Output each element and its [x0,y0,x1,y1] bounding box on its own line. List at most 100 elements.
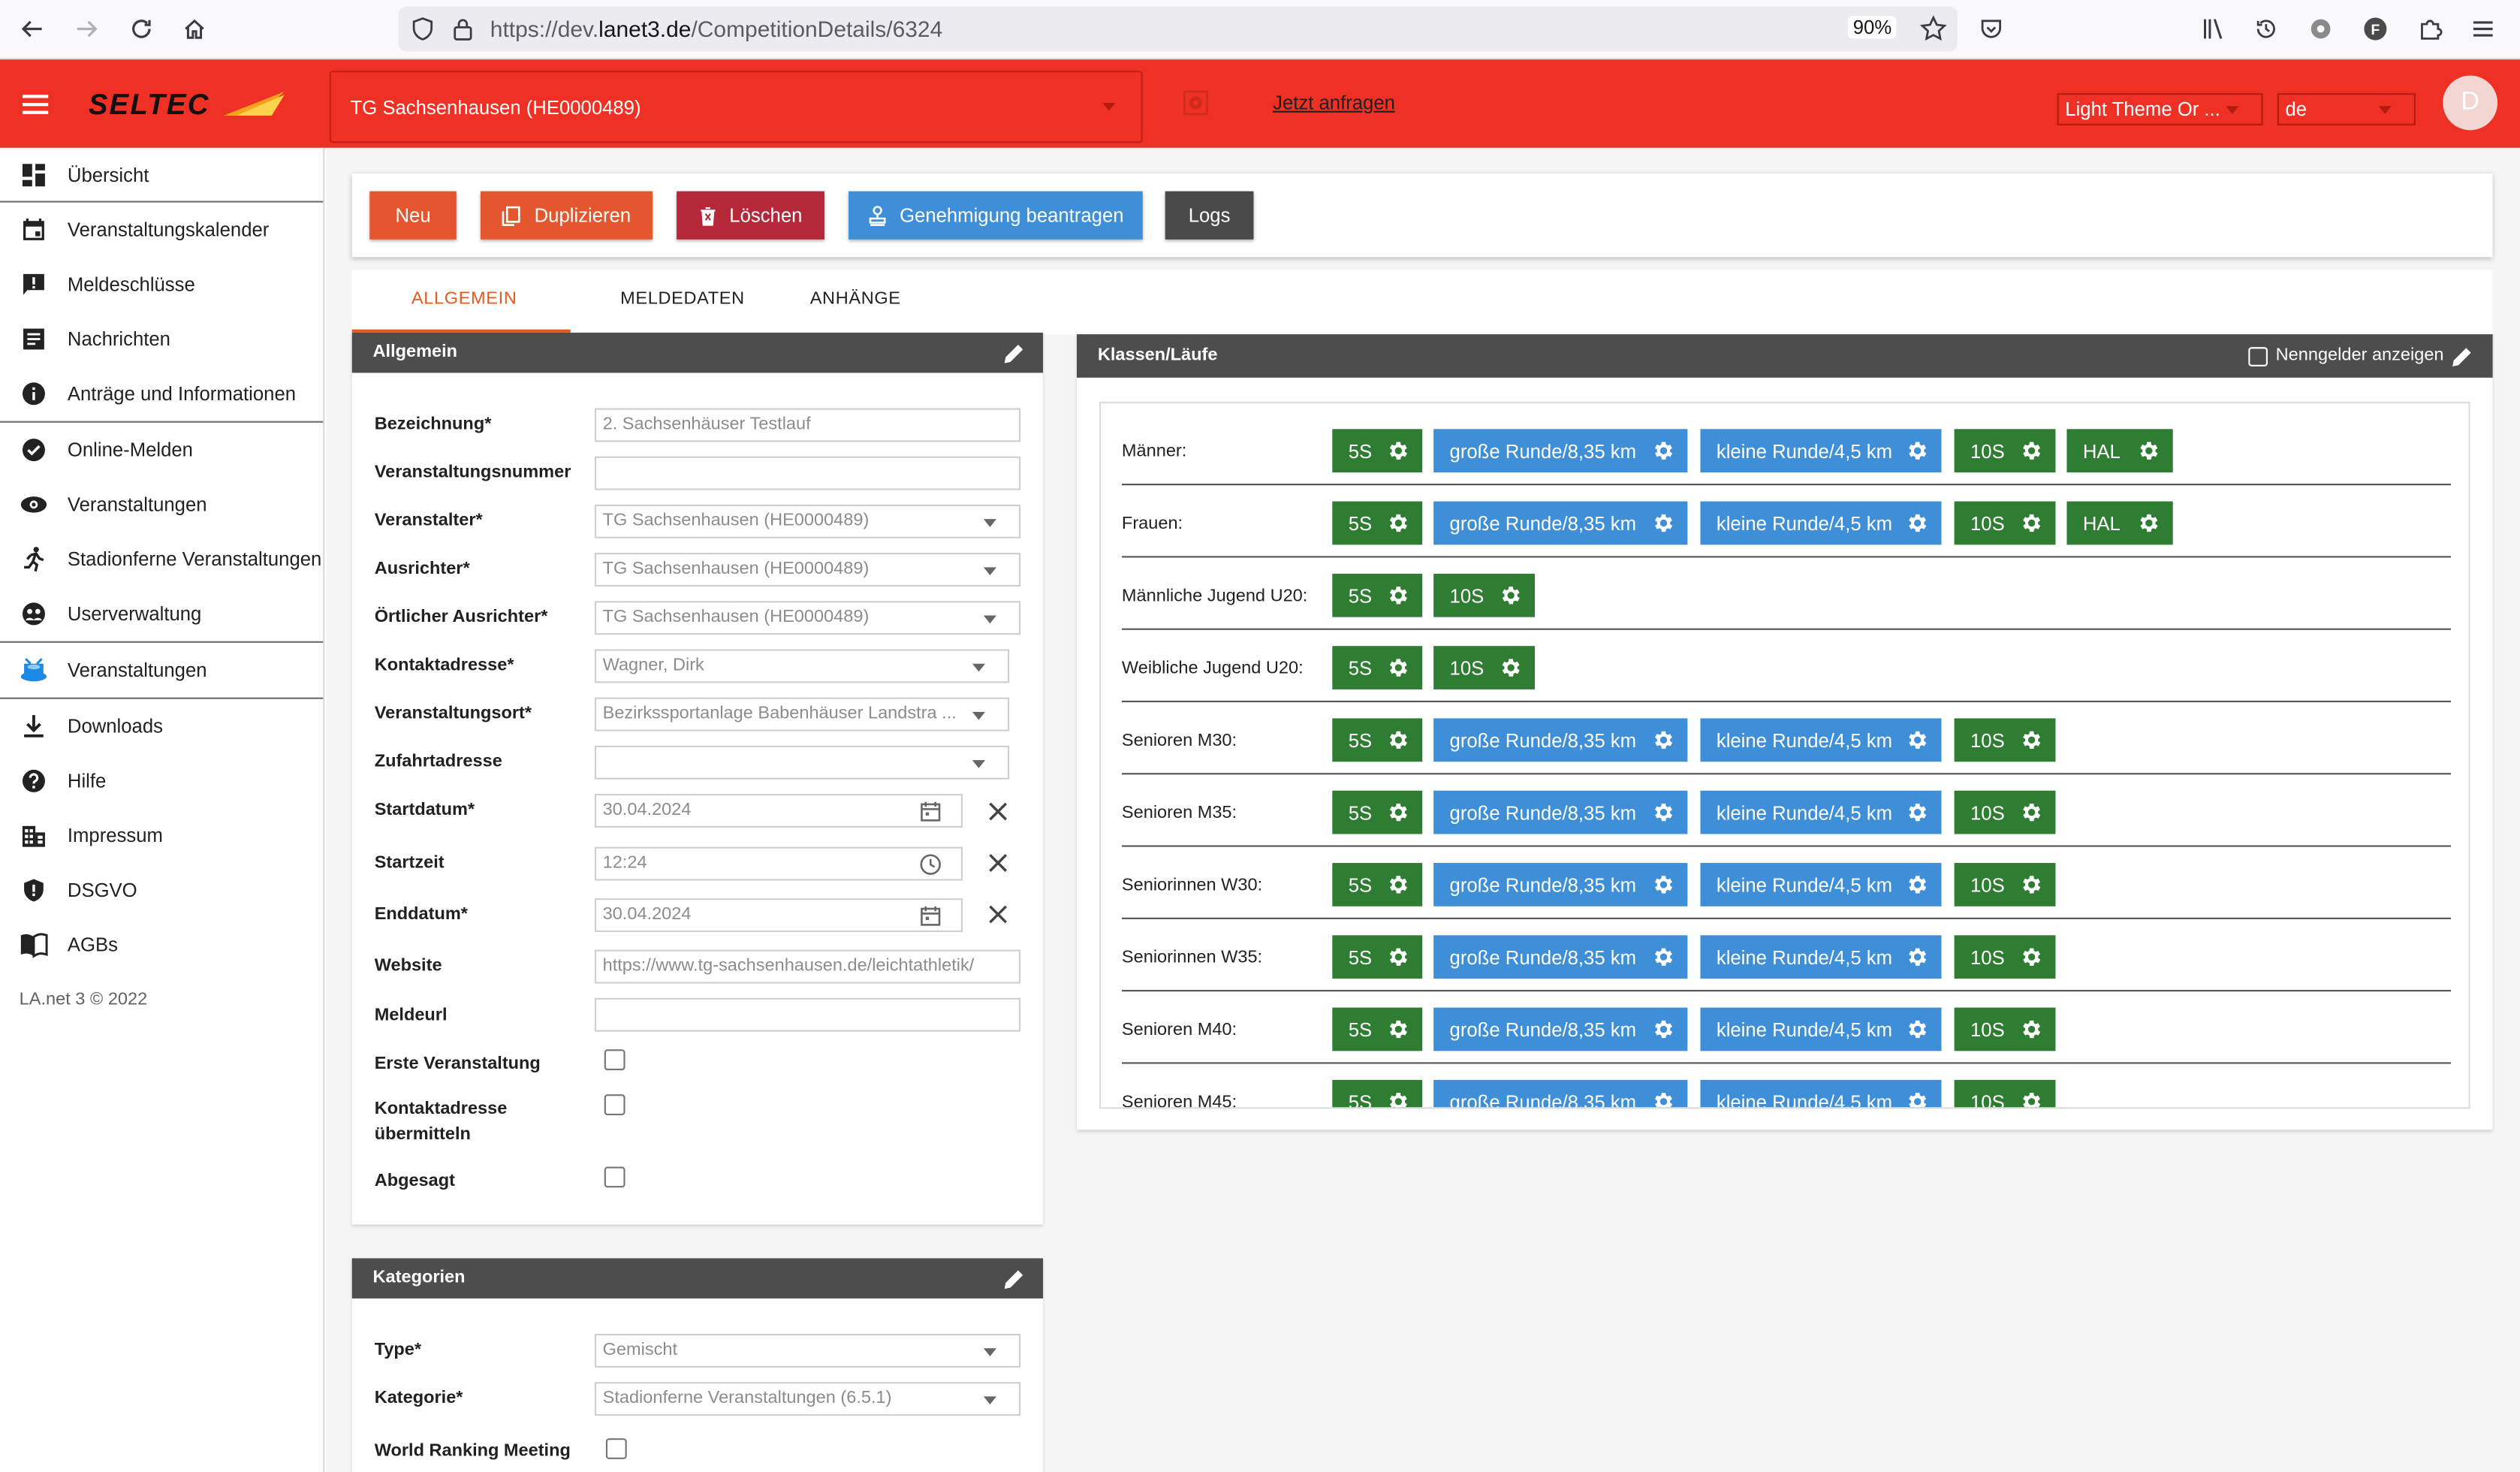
kategorie-select[interactable]: Stadionferne Veranstaltungen (6.5.1) [594,1382,1021,1416]
edit-pencil-icon[interactable] [2451,345,2473,368]
sidebar-item-4[interactable]: Nachrichten [0,312,323,366]
gear-icon[interactable] [1385,728,1409,752]
gear-icon[interactable] [2018,801,2042,825]
gear-icon[interactable] [2018,1090,2042,1108]
race-chip[interactable]: kleine Runde/4,5 km [1700,429,1942,473]
race-chip[interactable]: große Runde/8,35 km [1433,1079,1688,1108]
calendar-icon[interactable] [919,905,942,928]
show-fees-checkbox[interactable] [2248,347,2268,366]
gear-icon[interactable] [2018,873,2042,897]
gear-icon[interactable] [2018,511,2042,535]
sidebar-item-3[interactable]: Meldeschlüsse [0,257,323,312]
clear-startzeit-icon[interactable] [987,852,1009,874]
language-select[interactable]: de [2277,93,2416,125]
world-ranking-checkbox[interactable] [605,1438,627,1459]
theme-select[interactable]: Light Theme Or ... [2057,93,2263,125]
race-chip[interactable]: kleine Runde/4,5 km [1700,1079,1942,1108]
race-chip[interactable]: 5S [1332,718,1423,762]
sidebar-item-8[interactable]: Stadionferne Veranstaltungen [0,532,323,587]
gear-icon[interactable] [2018,728,2042,752]
sidebar-item-13[interactable]: Impressum [0,808,323,863]
startdatum-input[interactable]: 30.04.2024 [594,794,963,828]
gear-icon[interactable] [2018,1017,2042,1041]
url-text[interactable]: https://dev.lanet3.de/CompetitionDetails… [490,16,943,42]
tab-meldedaten[interactable]: MELDEDATEN [620,289,745,309]
gear-icon[interactable] [1385,511,1409,535]
gear-icon[interactable] [1385,584,1409,608]
gear-icon[interactable] [2018,945,2042,969]
ausrichter-select[interactable]: TG Sachsenhausen (HE0000489) [594,553,1021,587]
race-chip[interactable]: große Runde/8,35 km [1433,790,1688,834]
sidebar-item-11[interactable]: Downloads [0,699,323,754]
request-approval-button[interactable]: Genehmigung beantragen [849,191,1143,240]
sidebar-item-15[interactable]: AGBs [0,918,323,973]
veranstalter-select[interactable]: TG Sachsenhausen (HE0000489) [594,504,1021,538]
gear-icon[interactable] [1385,1090,1409,1108]
user-avatar[interactable]: D [2443,75,2498,131]
gear-icon[interactable] [1904,511,1928,535]
race-chip[interactable]: 10S [1954,863,2056,906]
race-chip[interactable]: 5S [1332,1079,1423,1108]
gear-icon[interactable] [1498,656,1522,680]
sidebar-item-6[interactable]: Online-Melden [0,423,323,478]
race-chip[interactable]: 5S [1332,863,1423,906]
edit-pencil-icon[interactable] [1003,342,1026,365]
race-chip[interactable]: 5S [1332,1007,1423,1051]
logs-button[interactable]: Logs [1165,191,1254,240]
hamburger-menu-icon[interactable] [2467,13,2499,45]
veranstaltungsnummer-input[interactable] [594,456,1021,490]
gear-icon[interactable] [1385,656,1409,680]
website-input[interactable]: https://www.tg-sachsenhausen.de/leichtat… [594,949,1021,984]
startzeit-input[interactable]: 12:24 [594,846,963,881]
race-chip[interactable]: 10S [1954,1007,2056,1051]
duplicate-button[interactable]: Duplizieren [480,191,653,240]
gear-icon[interactable] [1650,1017,1674,1041]
forward-arrow-icon[interactable] [71,13,103,45]
enddatum-input[interactable]: 30.04.2024 [594,898,963,933]
meldeurl-input[interactable] [594,997,1021,1032]
race-chip[interactable]: 10S [1954,935,2056,979]
clear-startdatum-icon[interactable] [987,801,1009,823]
race-chip[interactable]: kleine Runde/4,5 km [1700,1007,1942,1051]
tracking-shield-icon[interactable] [406,13,439,45]
gear-icon[interactable] [1650,945,1674,969]
race-chip[interactable]: 10S [1433,573,1535,617]
race-chip[interactable]: große Runde/8,35 km [1433,1007,1688,1051]
seltec-logo[interactable]: SELTEC [89,89,291,128]
gear-icon[interactable] [1650,873,1674,897]
race-chip[interactable]: große Runde/8,35 km [1433,501,1688,545]
gear-icon[interactable] [1650,801,1674,825]
gear-icon[interactable] [1904,439,1928,463]
bezeichnung-input[interactable]: 2. Sachsenhäuser Testlauf [594,408,1021,442]
race-chip[interactable]: 10S [1954,1079,2056,1108]
gear-icon[interactable] [1650,439,1674,463]
sidebar-item-1[interactable]: Übersicht [0,148,323,203]
race-chip[interactable]: HAL [2066,429,2173,473]
oertlicher-ausrichter-select[interactable]: TG Sachsenhausen (HE0000489) [594,601,1021,635]
kontaktadresse-uebermitteln-checkbox[interactable] [604,1094,625,1115]
sidebar-item-7[interactable]: Veranstaltungen [0,478,323,532]
calendar-icon[interactable] [919,801,942,823]
race-chip[interactable]: kleine Runde/4,5 km [1700,863,1942,906]
tab-allgemein[interactable]: ALLGEMEIN [411,289,517,309]
gear-icon[interactable] [1385,801,1409,825]
race-chip[interactable]: 5S [1332,501,1423,545]
race-chip[interactable]: 5S [1332,935,1423,979]
gear-icon[interactable] [2136,439,2160,463]
home-icon[interactable] [179,13,211,45]
profile-f-icon[interactable]: F [2359,13,2392,45]
library-icon[interactable] [2197,13,2229,45]
race-chip[interactable]: 5S [1332,646,1423,689]
gear-icon[interactable] [1385,439,1409,463]
pocket-icon[interactable] [1975,13,2007,45]
organization-settings-icon[interactable] [1181,89,1210,118]
erste-veranstaltung-checkbox[interactable] [604,1049,625,1071]
gear-icon[interactable] [2018,439,2042,463]
gear-icon[interactable] [1498,584,1522,608]
abgesagt-checkbox[interactable] [604,1166,625,1188]
gear-icon[interactable] [1904,801,1928,825]
race-chip[interactable]: große Runde/8,35 km [1433,429,1688,473]
race-chip[interactable]: 5S [1332,573,1423,617]
gear-icon[interactable] [1650,728,1674,752]
gear-icon[interactable] [1904,1090,1928,1108]
